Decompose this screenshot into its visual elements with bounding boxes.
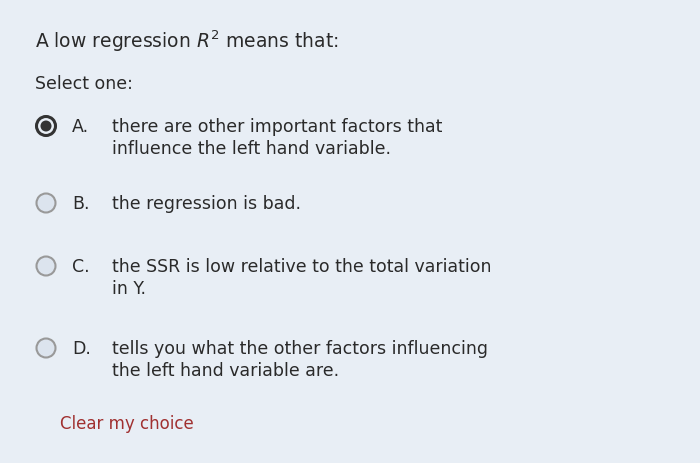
Text: the left hand variable are.: the left hand variable are. [112, 362, 339, 380]
Text: the SSR is low relative to the total variation: the SSR is low relative to the total var… [112, 258, 491, 276]
Circle shape [36, 194, 55, 213]
Text: influence the left hand variable.: influence the left hand variable. [112, 140, 391, 158]
Circle shape [36, 257, 55, 275]
Text: the regression is bad.: the regression is bad. [112, 195, 301, 213]
Text: tells you what the other factors influencing: tells you what the other factors influen… [112, 340, 488, 358]
Text: C.: C. [72, 258, 90, 276]
Circle shape [41, 120, 52, 131]
Text: A low regression $R^2$ means that:: A low regression $R^2$ means that: [35, 28, 339, 54]
Text: B.: B. [72, 195, 90, 213]
Text: D.: D. [72, 340, 91, 358]
Text: Clear my choice: Clear my choice [60, 415, 194, 433]
Circle shape [36, 338, 55, 357]
Text: in Y.: in Y. [112, 280, 146, 298]
Text: A.: A. [72, 118, 89, 136]
Text: there are other important factors that: there are other important factors that [112, 118, 442, 136]
Text: Select one:: Select one: [35, 75, 133, 93]
Circle shape [36, 117, 55, 136]
